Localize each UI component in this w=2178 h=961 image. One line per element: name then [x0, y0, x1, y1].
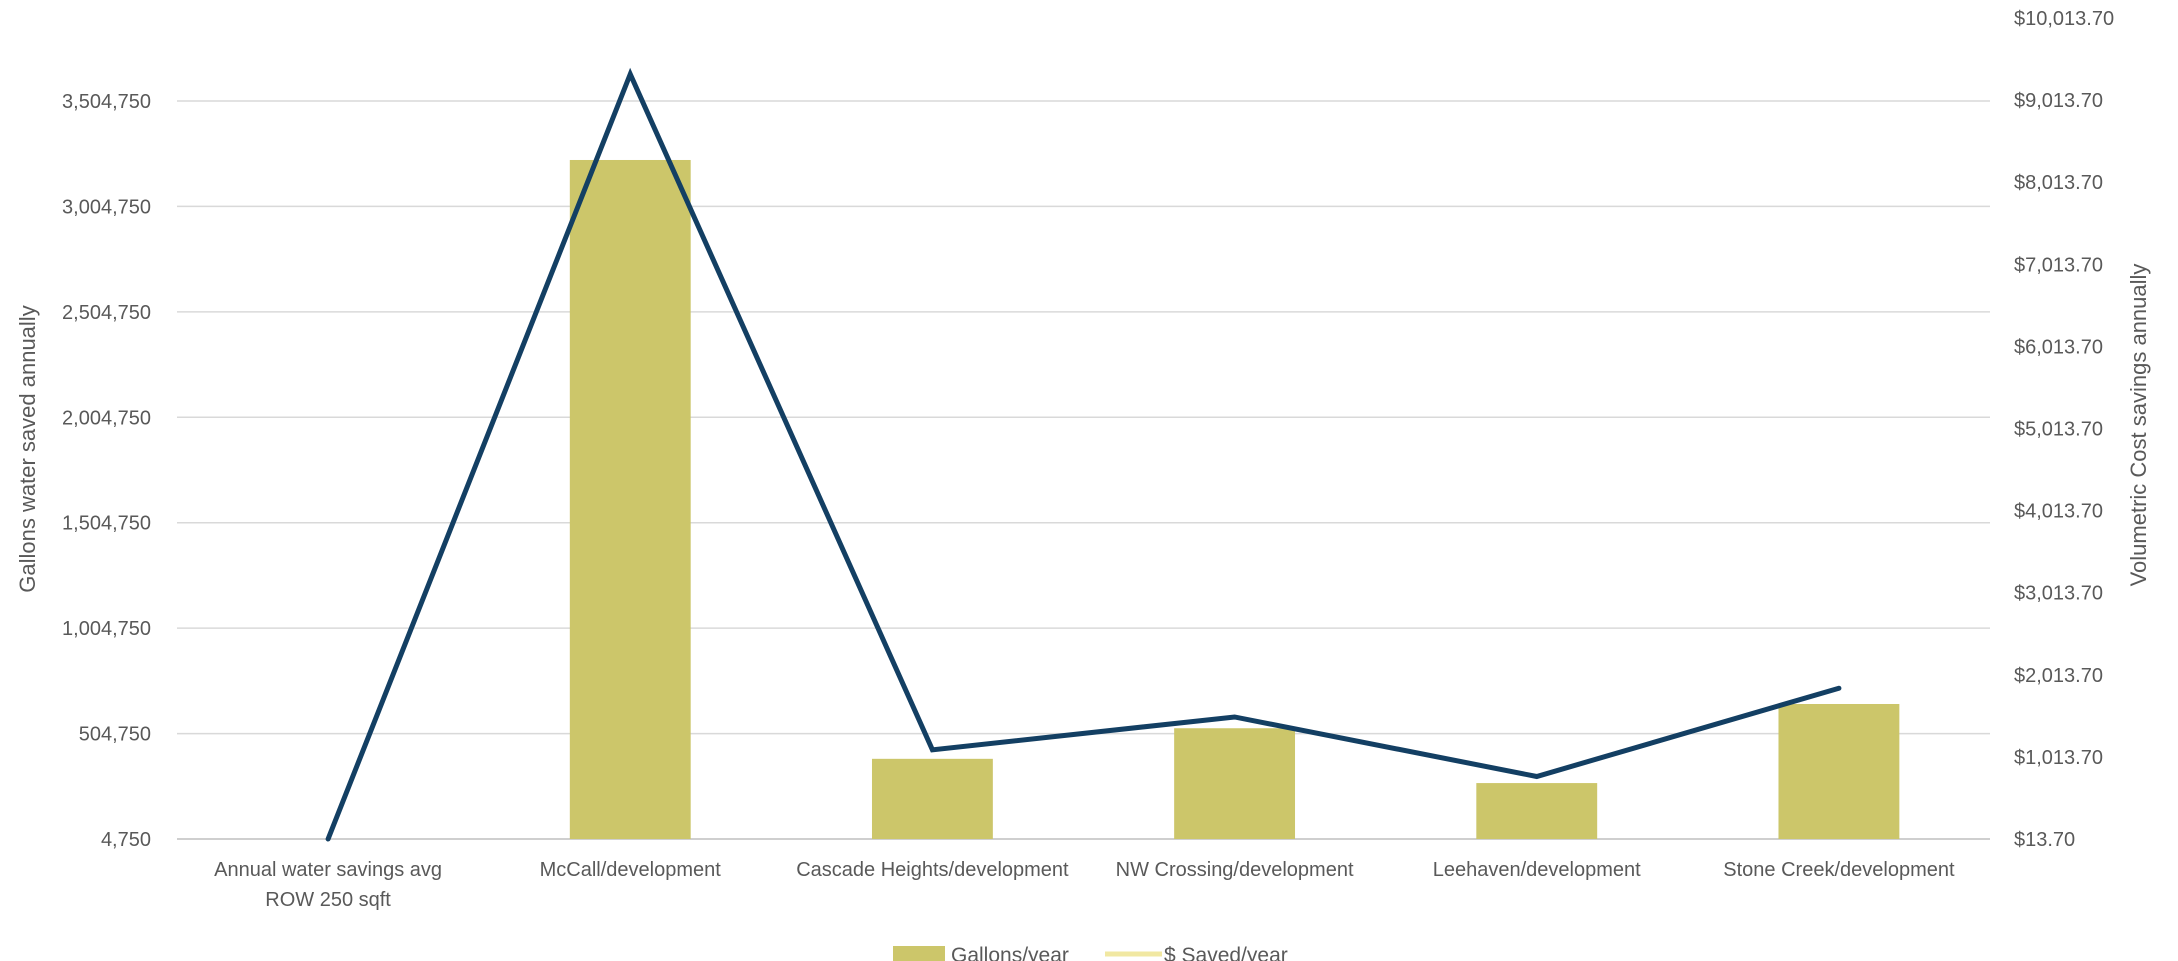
category-label: Cascade Heights/development	[796, 859, 1069, 881]
category-label: NW Crossing/development	[1116, 859, 1354, 881]
gridlines	[177, 100, 1990, 840]
legend-label: Gallons/year	[951, 944, 1069, 961]
left-tick-label: 2,504,750	[62, 302, 151, 324]
bar	[871, 758, 993, 839]
bar	[1778, 703, 1900, 839]
category-label: Stone Creek/development	[1723, 859, 1955, 881]
left-tick-label: 1,004,750	[62, 618, 151, 640]
left-axis-ticks: 4,750 504,750 1,004,750 1,504,750 2,004,750 2…	[62, 91, 151, 851]
left-axis-title: Gallons water saved annually	[15, 305, 40, 592]
category-axis-labels: Annual water savings avg ROW 250 sqft McCa…	[214, 859, 1955, 911]
bar	[1476, 783, 1598, 839]
right-tick-label: $9,013.70	[2014, 90, 2103, 112]
left-tick-label: 3,504,750	[62, 91, 151, 113]
left-tick-label: 3,004,750	[62, 196, 151, 218]
left-tick-label: 1,504,750	[62, 513, 151, 535]
left-tick-label: 2,004,750	[62, 407, 151, 429]
category-label: ROW 250 sqft	[265, 889, 391, 911]
bar	[569, 159, 691, 839]
series-line	[325, 67, 1842, 842]
right-tick-label: $7,013.70	[2014, 254, 2103, 276]
bar-series	[569, 159, 1900, 839]
left-tick-label: 504,750	[79, 724, 151, 746]
right-tick-label: $10,013.70	[2014, 8, 2114, 30]
right-tick-label: $3,013.70	[2014, 583, 2103, 605]
right-tick-label: $4,013.70	[2014, 501, 2103, 523]
right-axis-title: Volumetric Cost savings annually	[2126, 264, 2151, 587]
legend-label: $ Saved/year	[1164, 944, 1288, 961]
right-tick-label: $5,013.70	[2014, 419, 2103, 441]
legend: Gallons/year $ Saved/year	[893, 944, 1288, 961]
line-series	[325, 67, 1842, 842]
right-tick-label: $8,013.70	[2014, 172, 2103, 194]
right-tick-label: $6,013.70	[2014, 336, 2103, 358]
right-tick-label: $13.70	[2014, 829, 2075, 851]
bar	[1174, 728, 1296, 839]
left-tick-label: 4,750	[101, 829, 151, 851]
right-tick-label: $2,013.70	[2014, 665, 2103, 687]
legend-swatch-bar	[893, 946, 945, 961]
right-tick-label: $1,013.70	[2014, 747, 2103, 769]
category-label: McCall/development	[540, 859, 722, 881]
category-label: Annual water savings avg	[214, 859, 442, 881]
category-label: Leehaven/development	[1433, 859, 1641, 881]
right-axis-ticks: $13.70 $1,013.70 $2,013.70 $3,013.70 $4,013.…	[2014, 8, 2114, 851]
